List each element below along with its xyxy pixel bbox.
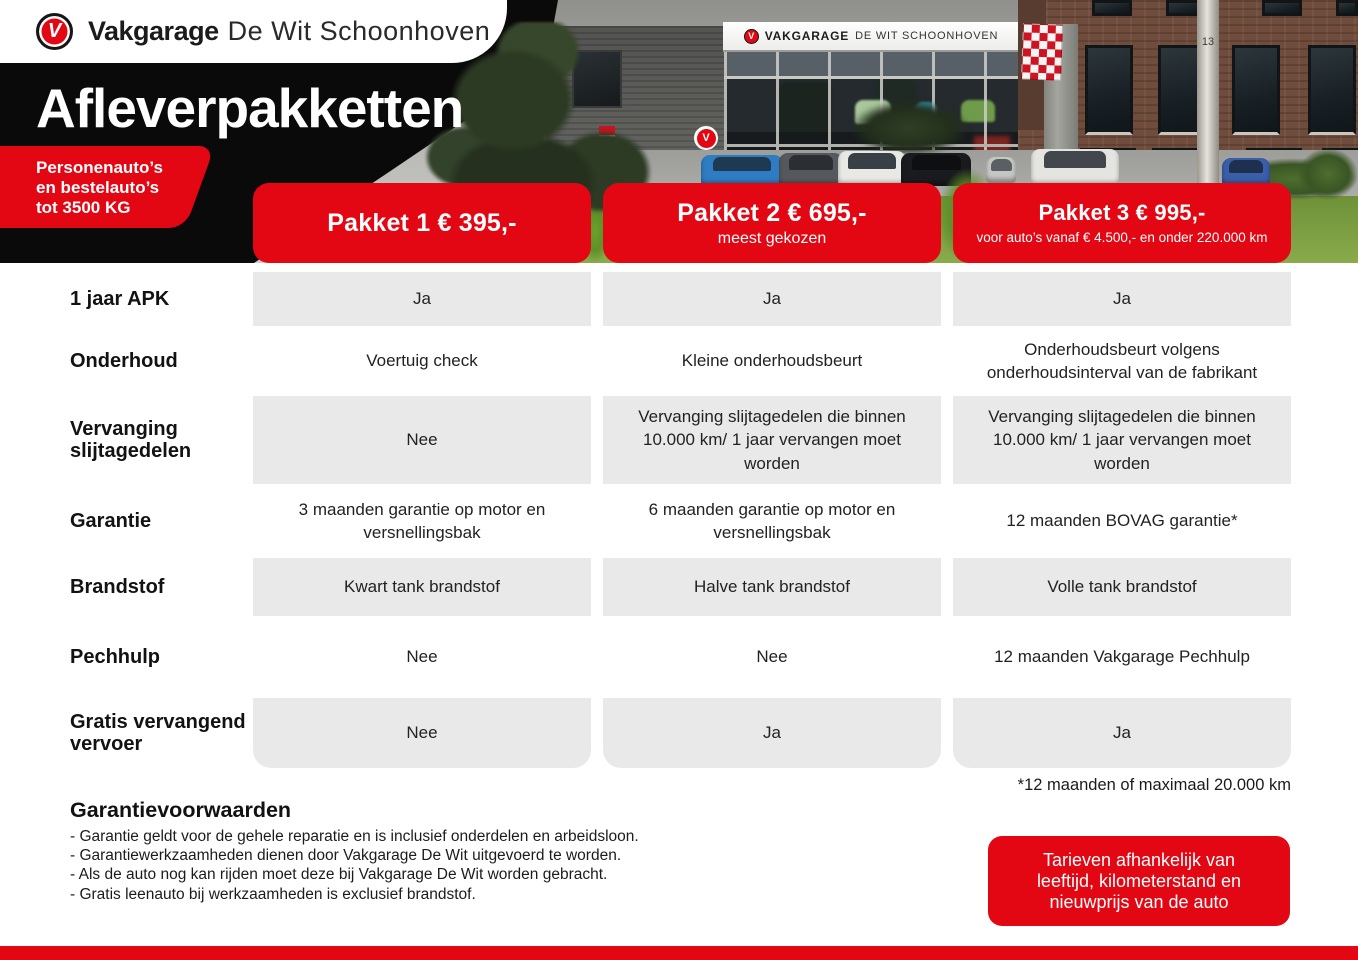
- row-label: Vervanging slijtagedelen: [70, 418, 192, 462]
- parked-car-blue: [701, 155, 783, 186]
- table-cell: Nee: [406, 647, 438, 667]
- sign-text-bold: VAKGARAGE: [764, 29, 850, 43]
- package-title: Pakket 2 € 695,-: [677, 198, 867, 227]
- dealership-photo: V VAKGARAGE DE WIT SCHOONHOVEN: [0, 0, 1358, 263]
- package-header-3: Pakket 3 € 995,- voor auto’s vanaf € 4.5…: [953, 183, 1291, 263]
- hedge: [1298, 148, 1358, 200]
- row-label: Garantie: [70, 510, 152, 532]
- condition-item: - Garantiewerkzaamheden dienen door Vakg…: [70, 847, 622, 865]
- vakgarage-round-sign-icon: V: [694, 126, 718, 150]
- background-foliage: [850, 100, 970, 156]
- tariff-info-box: Tarieven afhankelijk van leeftijd, kilom…: [988, 836, 1290, 926]
- condition-item: - Gratis leenauto bij werkzaamheden is e…: [70, 885, 476, 903]
- table-cell: 3 maanden garantie op motor en versnelli…: [298, 499, 546, 542]
- dealer-name: De Wit Schoonhoven: [227, 16, 491, 46]
- checkered-flag-icon: [1021, 23, 1063, 81]
- table-cell: Ja: [603, 698, 941, 768]
- table-cell: Ja: [953, 698, 1291, 768]
- package-title: Pakket 1 € 395,-: [327, 208, 517, 237]
- conditions-heading: Garantievoorwaarden: [70, 798, 292, 822]
- table-cell: Nee: [253, 396, 591, 484]
- glass-transom-bar: [724, 76, 1018, 79]
- ribbon-line: Personenauto’s: [36, 158, 163, 177]
- brand-name: Vakgarage: [88, 16, 219, 46]
- table-cell: 12 maanden Vakgarage Pechhulp: [994, 647, 1250, 667]
- brick-window: [1085, 45, 1133, 135]
- table-cell: Volle tank brandstof: [953, 558, 1291, 616]
- table-cell: Voertuig check: [366, 351, 478, 371]
- table-cell: Ja: [603, 272, 941, 326]
- package-subtitle: voor auto’s vanaf € 4.500,- en onder 220…: [976, 230, 1268, 245]
- parked-car-white-toyota: [838, 151, 906, 186]
- brand-header: V Vakgarage De Wit Schoonhoven: [0, 0, 507, 63]
- vakgarage-logo-icon: V: [36, 13, 73, 50]
- table-cell: Halve tank brandstof: [603, 558, 941, 616]
- table-cell: 12 maanden BOVAG garantie*: [1006, 511, 1238, 531]
- brick-window: [1308, 45, 1356, 135]
- package-subtitle: meest gekozen: [717, 229, 827, 247]
- brick-window: [1262, 0, 1302, 16]
- parked-car-gray: [779, 153, 843, 186]
- brick-window: [1232, 45, 1280, 135]
- table-cell: Ja: [953, 272, 1291, 326]
- table-cell: 6 maanden garantie op motor en versnelli…: [648, 499, 896, 542]
- table-cell: Onderhoudsbeurt volgens onderhoudsinterv…: [986, 339, 1258, 382]
- vakgarage-sign-logo-icon: V: [743, 28, 759, 44]
- bottom-red-bar: [0, 946, 1358, 960]
- row-label: Gratis vervangend vervoer: [70, 711, 246, 755]
- table-cell: Ja: [253, 272, 591, 326]
- table-cell: Vervanging slijtagedelen die binnen 10.0…: [953, 396, 1291, 484]
- brick-window: [1092, 0, 1132, 16]
- conditions-list: - Garantie geldt voor de gehele reparati…: [70, 827, 639, 904]
- row-label: Brandstof: [70, 576, 165, 598]
- pole-number: 13: [1201, 36, 1215, 48]
- brick-window: [1336, 0, 1358, 16]
- table-cell: Nee: [253, 698, 591, 768]
- package-title: Pakket 3 € 995,-: [1038, 200, 1206, 225]
- ribbon-line: en bestelauto’s: [36, 178, 160, 197]
- page-title: Afleverpakketten: [36, 77, 464, 139]
- table-cell: Nee: [756, 647, 788, 667]
- table-cell: Vervanging slijtagedelen die binnen 10.0…: [603, 396, 941, 484]
- row-label: Onderhoud: [70, 350, 178, 372]
- row-label: Pechhulp: [70, 646, 161, 668]
- garantie-footnote: *12 maanden of maximaal 20.000 km: [1017, 776, 1291, 794]
- ribbon-line: tot 3500 KG: [36, 198, 131, 217]
- condition-item: - Garantie geldt voor de gehele reparati…: [70, 828, 639, 845]
- table-cell: Kleine onderhoudsbeurt: [681, 351, 863, 371]
- parked-car-blue-small: [1222, 158, 1270, 186]
- package-header-2: Pakket 2 € 695,- meest gekozen: [603, 183, 941, 263]
- vehicle-type-ribbon: Personenauto’s en bestelauto’s tot 3500 …: [0, 146, 215, 228]
- showroom-sign-band: V VAKGARAGE DE WIT SCHOONHOVEN: [723, 22, 1019, 52]
- sign-text-rest: DE WIT SCHOONHOVEN: [855, 30, 999, 42]
- row-label: 1 jaar APK: [70, 288, 170, 310]
- table-cell: Kwart tank brandstof: [253, 558, 591, 616]
- package-header-1: Pakket 1 € 395,-: [253, 183, 591, 263]
- parked-suv-white: [1031, 149, 1119, 186]
- condition-item: - Als de auto nog kan rijden moet deze b…: [70, 866, 608, 884]
